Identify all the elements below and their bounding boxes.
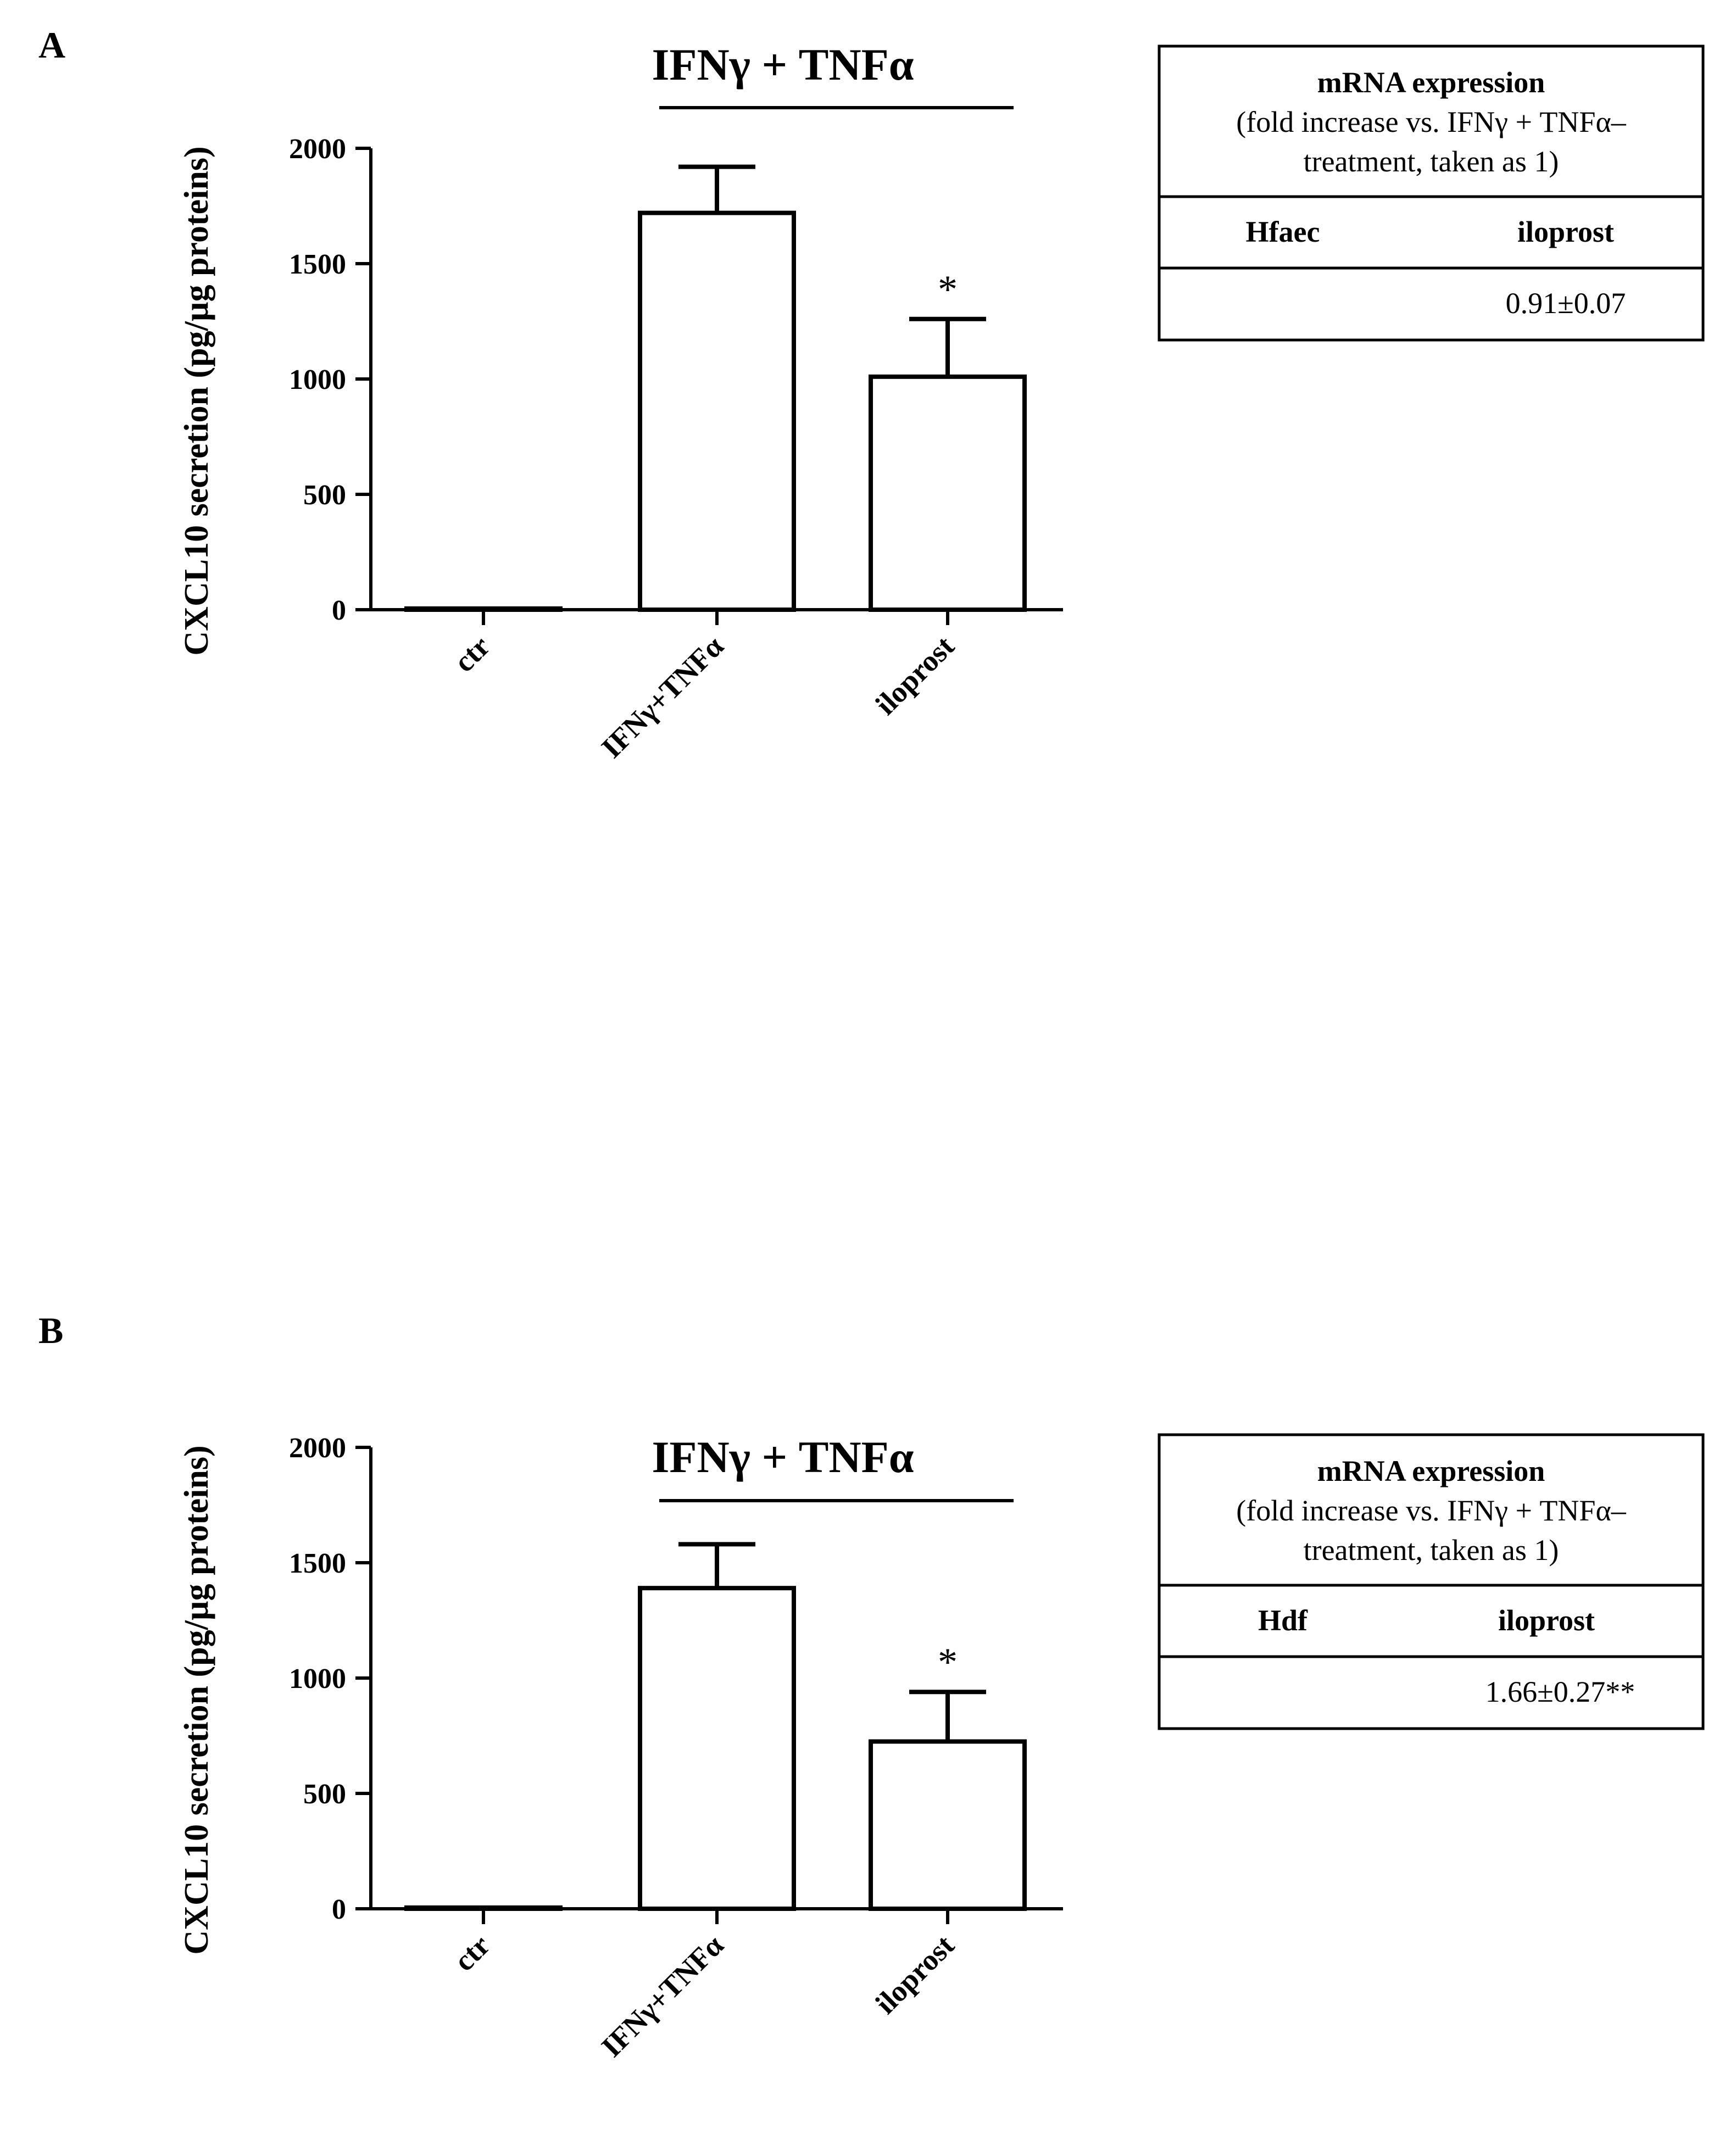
significance-annotation: * bbox=[938, 268, 958, 311]
y-tick-label: 1000 bbox=[289, 1663, 346, 1695]
mrna-table: mRNA expression (fold increase vs. IFNγ … bbox=[1158, 1433, 1705, 1730]
table-header-line2: (fold increase vs. IFNγ + TNFα– bbox=[1236, 105, 1626, 138]
bar bbox=[638, 1586, 796, 1911]
x-tick-label: IFNγ+TNFα bbox=[595, 629, 730, 764]
x-tick-label: ctr bbox=[447, 1929, 496, 1977]
mrna-table: mRNA expression (fold increase vs. IFNγ … bbox=[1158, 44, 1705, 342]
table-value: 1.66±0.27** bbox=[1485, 1675, 1635, 1708]
chart-a: 0 500 1000 1500 2000 CXCL10 secretion (pg/µg … bbox=[178, 133, 1063, 765]
x-tick-label: IFNγ+TNFα bbox=[595, 1929, 730, 2063]
treatment-label: IFNγ + TNFα bbox=[652, 40, 914, 90]
table-col2-header: iloprost bbox=[1498, 1604, 1595, 1637]
table-header-line1: mRNA expression bbox=[1317, 66, 1545, 99]
bar bbox=[404, 606, 563, 612]
table-value: 0.91±0.07 bbox=[1506, 287, 1626, 320]
y-tick-label: 0 bbox=[332, 1894, 346, 1925]
y-tick-label: 500 bbox=[303, 480, 346, 511]
x-tick-label: ctr bbox=[447, 629, 496, 678]
chart-b: 0 500 1000 1500 2000 CXCL10 secretion (pg/µg … bbox=[178, 1433, 1063, 2064]
significance-annotation: * bbox=[938, 1640, 958, 1684]
panel-label: A bbox=[38, 24, 65, 66]
table-col1-header: Hdf bbox=[1258, 1604, 1308, 1637]
table-border bbox=[1158, 1433, 1705, 1730]
x-tick-label: iloprost bbox=[869, 629, 961, 721]
y-tick-label: 1500 bbox=[289, 249, 346, 280]
bar bbox=[638, 210, 796, 612]
bar bbox=[869, 1739, 1027, 1911]
y-tick-label: 2000 bbox=[289, 133, 346, 165]
table-header-line2: (fold increase vs. IFNγ + TNFα– bbox=[1236, 1494, 1626, 1527]
y-tick-label: 1000 bbox=[289, 364, 346, 395]
bar bbox=[869, 374, 1027, 612]
table-header-line3: treatment, taken as 1) bbox=[1304, 1534, 1559, 1567]
treatment-label: IFNγ + TNFα bbox=[652, 1432, 914, 1482]
table-header-line3: treatment, taken as 1) bbox=[1304, 145, 1559, 178]
y-axis-label: CXCL10 secretion (pg/µg proteins) bbox=[178, 146, 215, 655]
y-tick-label: 2000 bbox=[289, 1433, 346, 1464]
table-col1-header: Hfaec bbox=[1246, 215, 1320, 248]
table-border bbox=[1158, 44, 1705, 342]
y-tick-label: 500 bbox=[303, 1779, 346, 1810]
panel-b: B 0 500 1000 1500 2000 CXCL10 secretion (pg/µ… bbox=[38, 1309, 1705, 2064]
panel-label: B bbox=[38, 1309, 63, 1351]
x-tick-label: iloprost bbox=[869, 1929, 961, 2020]
y-tick-label: 1500 bbox=[289, 1548, 346, 1579]
y-tick-label: 0 bbox=[332, 595, 346, 626]
bar bbox=[404, 1905, 563, 1912]
table-col2-header: iloprost bbox=[1517, 215, 1614, 248]
panel-a: A 0 500 1000 1500 2000 CXCL10 secretion (pg/µ… bbox=[38, 24, 1705, 765]
table-header-line1: mRNA expression bbox=[1317, 1455, 1545, 1487]
y-axis-label: CXCL10 secretion (pg/µg proteins) bbox=[178, 1445, 215, 1954]
